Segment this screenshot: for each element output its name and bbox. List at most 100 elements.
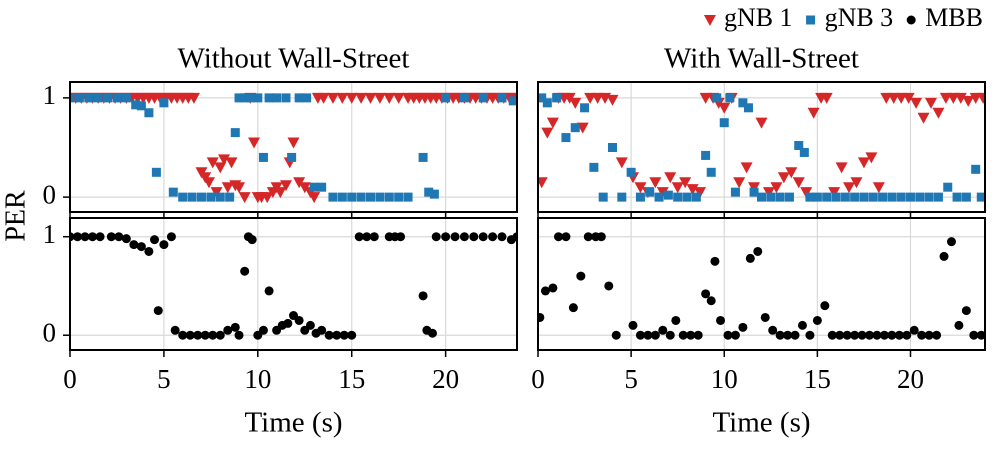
- triangle-marker: [850, 177, 863, 189]
- x-tick-label: 15: [804, 364, 831, 394]
- square-marker: [775, 192, 785, 202]
- square-marker: [924, 192, 934, 202]
- circle-marker: [362, 232, 372, 242]
- triangle-marker: [835, 162, 848, 174]
- circle-marker: [716, 315, 726, 325]
- circle-marker: [441, 232, 451, 242]
- circle-marker: [701, 289, 711, 299]
- square-marker: [757, 192, 766, 202]
- square-marker: [302, 93, 312, 103]
- square-marker: [121, 93, 131, 103]
- triangle-marker: [615, 157, 628, 169]
- square-marker: [478, 93, 488, 103]
- circle-marker: [497, 232, 507, 242]
- square-marker: [93, 93, 103, 103]
- triangle-marker: [777, 172, 790, 184]
- circle-marker: [932, 330, 942, 340]
- triangle-marker: [924, 97, 937, 109]
- circle-marker: [872, 330, 882, 340]
- circle-marker: [95, 232, 105, 242]
- square-marker: [822, 192, 832, 202]
- axes-frame: [537, 217, 986, 351]
- circle-marker: [850, 330, 860, 340]
- square-marker: [131, 100, 141, 110]
- triangle-marker: [857, 157, 870, 169]
- x-tick-label: 10: [244, 364, 271, 394]
- square-marker: [418, 152, 428, 162]
- plot-area: [538, 92, 985, 202]
- legend-marker: [703, 15, 716, 26]
- triangle-marker: [206, 157, 219, 169]
- circle-marker: [185, 330, 195, 340]
- triangle-marker: [902, 92, 915, 104]
- circle-marker: [894, 330, 904, 340]
- triangle-marker: [308, 192, 321, 204]
- circle-marker: [969, 330, 979, 340]
- circle-marker: [783, 330, 793, 340]
- circle-marker: [70, 232, 75, 242]
- square-marker: [812, 192, 822, 202]
- square-marker: [749, 187, 759, 197]
- circle-marker: [827, 330, 837, 340]
- circle-marker: [114, 232, 124, 242]
- square-marker: [805, 192, 815, 202]
- square-marker: [589, 162, 599, 172]
- y-tick-label: 1: [43, 80, 57, 110]
- circle-marker: [478, 232, 488, 242]
- square-marker: [366, 192, 376, 202]
- triangle-marker: [538, 177, 548, 189]
- square-marker: [743, 103, 753, 113]
- triangle-marker: [569, 97, 582, 109]
- legend-label: MBB: [925, 3, 983, 32]
- circle-marker: [178, 330, 188, 340]
- circle-marker: [150, 235, 160, 245]
- triangle-marker: [287, 137, 300, 149]
- triangle-marker: [792, 177, 805, 189]
- circle-marker: [73, 232, 83, 242]
- circle-marker: [553, 232, 563, 242]
- x-axis-label: Time (s): [244, 407, 342, 439]
- circle-marker: [812, 315, 822, 325]
- square-marker: [961, 192, 971, 202]
- legend-marker: [906, 15, 916, 25]
- square-marker: [103, 93, 113, 103]
- circle-marker: [658, 325, 668, 335]
- triangle-marker: [187, 92, 200, 104]
- square-marker: [159, 98, 169, 108]
- triangle-marker: [679, 177, 692, 189]
- square-marker: [896, 192, 906, 202]
- circle-marker: [693, 330, 703, 340]
- x-tick-label: 5: [157, 364, 171, 394]
- circle-marker: [961, 306, 971, 316]
- circle-marker: [976, 330, 985, 340]
- circle-marker: [369, 232, 379, 242]
- square-marker: [943, 182, 953, 192]
- square-marker: [294, 93, 304, 103]
- square-marker: [253, 93, 263, 103]
- triangle-marker: [248, 137, 261, 149]
- plot-area: [70, 92, 517, 204]
- circle-marker: [538, 312, 545, 322]
- square-marker: [794, 141, 804, 151]
- square-marker: [384, 192, 394, 202]
- y-tick-label: 0: [43, 317, 57, 347]
- circle-marker: [129, 240, 139, 250]
- triangle-marker: [740, 162, 753, 174]
- square-marker: [915, 192, 925, 202]
- square-marker: [608, 142, 617, 152]
- subplot-title: With Wall-Street: [664, 43, 859, 75]
- square-marker: [580, 103, 590, 113]
- circle-marker: [887, 330, 897, 340]
- circle-marker: [946, 237, 956, 247]
- triangle-marker: [546, 117, 559, 129]
- circle-marker: [264, 286, 274, 296]
- square-marker: [394, 192, 404, 202]
- circle-marker: [643, 330, 653, 340]
- triangle-marker: [336, 92, 349, 104]
- triangle-marker: [755, 117, 768, 129]
- square-marker: [626, 167, 636, 177]
- circle-marker: [686, 330, 696, 340]
- y-axis-label: PER: [0, 190, 31, 242]
- square-marker: [598, 192, 608, 202]
- x-axis-label: Time (s): [712, 407, 810, 439]
